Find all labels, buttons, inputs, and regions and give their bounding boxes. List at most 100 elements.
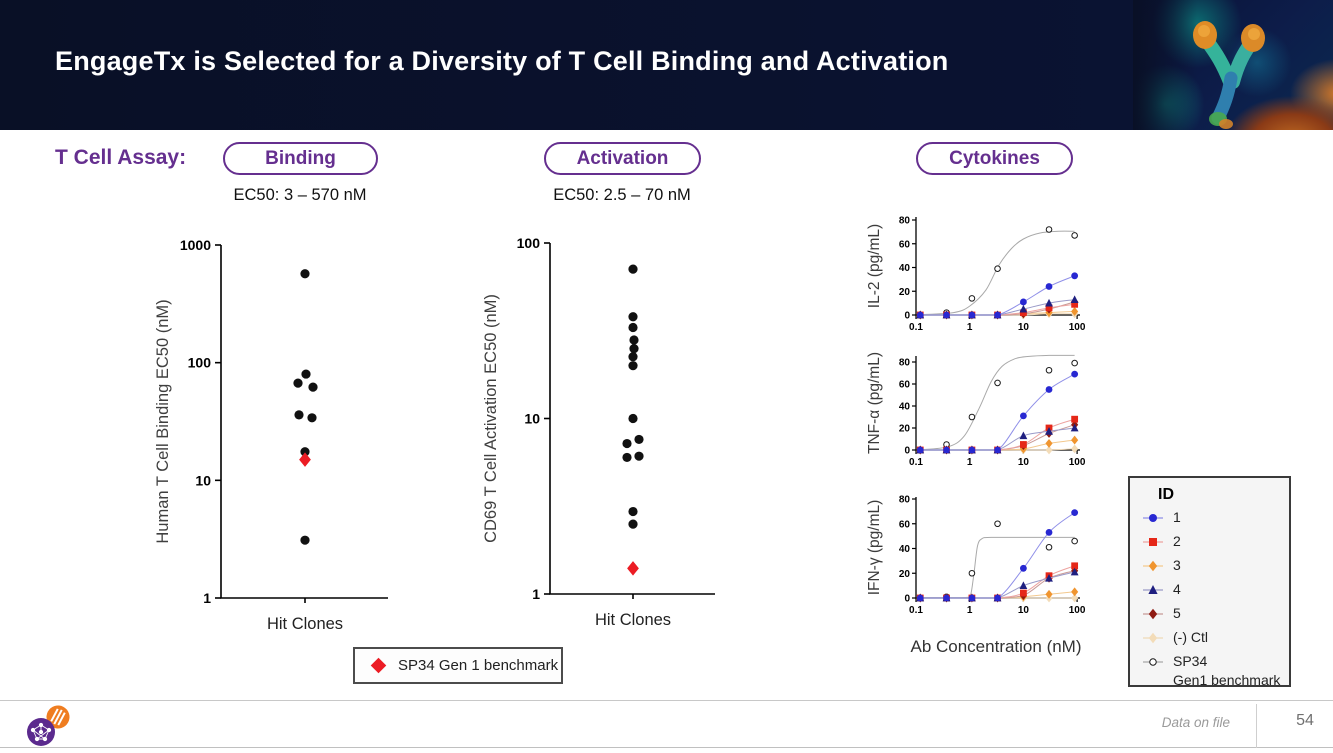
data-point xyxy=(1045,589,1053,599)
data-point xyxy=(1071,537,1078,545)
data-point xyxy=(968,594,976,602)
legend-label: 4 xyxy=(1173,581,1181,597)
data-point xyxy=(627,561,639,576)
hit-clone-points xyxy=(293,269,318,545)
data-point xyxy=(301,369,311,379)
y-tick-label: 0 xyxy=(904,446,910,457)
x-axis-title: Hit Clones xyxy=(267,615,343,633)
data-point xyxy=(916,446,924,454)
legend-marker-1 xyxy=(1142,511,1164,528)
data-point xyxy=(1020,564,1027,572)
data-point xyxy=(1071,435,1079,445)
y-tick-label: 80 xyxy=(899,495,911,506)
data-point xyxy=(1071,370,1079,378)
data-point xyxy=(628,519,638,529)
y-tick-label: 100 xyxy=(188,355,212,371)
header-hero-image xyxy=(1133,0,1333,130)
x-tick-label: 0.1 xyxy=(909,457,923,468)
benchmark-diamond-icon xyxy=(370,657,387,674)
legend-marker-4 xyxy=(1142,583,1164,600)
data-point xyxy=(294,410,304,420)
data-point xyxy=(1045,573,1053,582)
y-tick-label: 80 xyxy=(899,358,911,369)
data-point xyxy=(1071,587,1079,597)
data-point xyxy=(628,312,638,322)
series-sp34 xyxy=(916,520,1078,602)
data-point xyxy=(994,265,1001,272)
data-point xyxy=(1071,509,1079,517)
data-point xyxy=(1020,441,1027,448)
data-point xyxy=(968,311,976,319)
data-point xyxy=(1045,298,1053,307)
slide-title: EngageTx is Selected for a Diversity of … xyxy=(55,46,949,76)
page-number: 54 xyxy=(1296,712,1314,729)
data-point xyxy=(1070,423,1079,432)
series-1 xyxy=(916,272,1079,319)
data-point xyxy=(1045,366,1053,374)
data-point xyxy=(622,438,632,449)
data-point xyxy=(1019,304,1028,313)
series-sp34 xyxy=(916,226,1078,319)
slide-header: EngageTx is Selected for a Diversity of … xyxy=(0,0,1333,130)
data-point xyxy=(1070,295,1079,303)
x-tick-label: 10 xyxy=(1018,605,1030,616)
activation-ec50-range: EC50: 2.5 – 70 nM xyxy=(553,186,691,204)
data-point xyxy=(1020,298,1027,306)
data-point xyxy=(300,447,310,457)
data-point xyxy=(1148,608,1158,620)
y-tick-label: 20 xyxy=(899,424,911,435)
series-sp34 xyxy=(916,354,1078,454)
data-point xyxy=(1045,304,1053,312)
y-tick-label: 1000 xyxy=(180,238,211,253)
data-point xyxy=(1071,593,1079,603)
data-point xyxy=(1148,560,1158,572)
series-1 xyxy=(916,370,1079,454)
data-point xyxy=(628,264,638,274)
data-point xyxy=(943,311,950,319)
y-tick-label: 0 xyxy=(904,594,910,605)
x-tick-label: 1 xyxy=(967,605,973,616)
data-point xyxy=(1149,658,1157,666)
legend-title: ID xyxy=(1158,486,1174,503)
data-point xyxy=(628,413,638,424)
data-point xyxy=(994,379,1001,387)
y-tick-label: 80 xyxy=(899,216,911,227)
data-point xyxy=(293,378,303,388)
legend-item-4: 4 xyxy=(1142,580,1289,600)
slide-bottom-edge xyxy=(0,747,1333,748)
cytokines-pill-button[interactable]: Cytokines xyxy=(916,142,1073,175)
y-tick-label: 40 xyxy=(899,402,911,413)
y-axis-title: IFN-γ (pg/mL) xyxy=(866,500,883,596)
binding-pill-button[interactable]: Binding xyxy=(223,142,378,175)
data-point xyxy=(629,344,639,354)
legend-label: SP34 Gen1 benchmark xyxy=(1173,653,1281,687)
y-tick-label: 10 xyxy=(195,472,211,488)
data-point xyxy=(1071,444,1079,454)
data-point xyxy=(994,311,1001,319)
legend-label: 1 xyxy=(1173,509,1181,525)
data-point xyxy=(1148,632,1158,644)
data-point xyxy=(1020,589,1027,597)
legend-item-2: 2 xyxy=(1142,532,1289,552)
legend-marker-sp34 xyxy=(1142,655,1164,672)
legend-marker-ctl xyxy=(1142,631,1164,648)
data-point xyxy=(943,594,950,602)
ifng-cytokine-plot: 0 20 40 60 80 0.1 1 10 100 IFN-γ (pg/mL) xyxy=(866,495,1086,617)
data-point xyxy=(300,535,310,545)
data-point xyxy=(622,452,632,463)
legend-label: (-) Ctl xyxy=(1173,629,1208,645)
benchmark-legend-label: SP34 Gen 1 benchmark xyxy=(398,657,559,674)
activation-pill-button[interactable]: Activation xyxy=(544,142,701,175)
data-point xyxy=(968,446,976,454)
data-point xyxy=(1045,438,1053,448)
y-axis-title: Human T Cell Binding EC50 (nM) xyxy=(154,299,172,543)
x-tick-label: 100 xyxy=(1069,457,1086,468)
data-point xyxy=(1045,543,1053,551)
binding-ec50-range: EC50: 3 – 570 nM xyxy=(233,186,367,204)
axes xyxy=(915,497,1080,599)
data-point xyxy=(1071,300,1079,308)
hit-clone-points xyxy=(622,264,644,529)
data-point xyxy=(1045,427,1053,435)
data-point xyxy=(1071,272,1079,280)
y-tick-label: 1 xyxy=(203,590,211,606)
